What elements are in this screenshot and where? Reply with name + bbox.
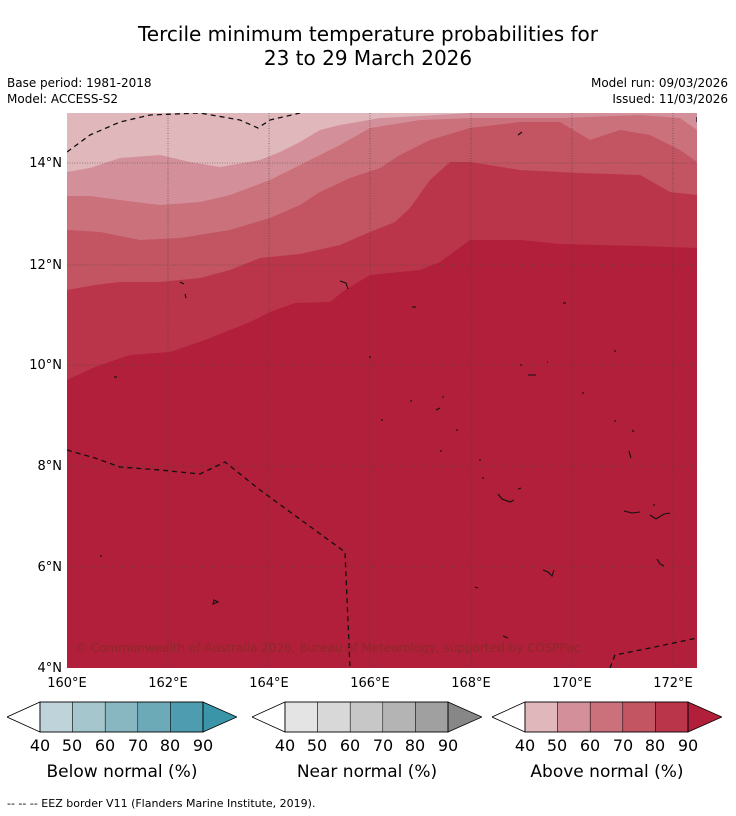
lon-label-164e: 164°E	[249, 676, 289, 691]
lon-label-170e: 170°E	[552, 676, 592, 691]
colorbar-segment	[557, 701, 591, 733]
colorbar-above-normal-ticks: 40 50 60 70 80 90	[492, 736, 722, 756]
colorbar-segment	[39, 701, 73, 733]
tick-70: 70	[612, 736, 634, 755]
colorbar-segment	[349, 701, 384, 733]
lat-label-12n: 12°N	[29, 258, 62, 273]
eez-legend-note: -- -- -- EEZ border V11 (Flanders Marine…	[7, 797, 316, 810]
probability-map: © Commonwealth of Australia 2026, Bureau…	[29, 113, 697, 691]
colorbar-near-normal-ticks: 40 50 60 70 80 90	[252, 736, 482, 756]
colorbar-frame	[39, 701, 204, 733]
colorbar-above-normal: 40 50 60 70 80 90 Above normal (%)	[492, 700, 722, 790]
colorbar-segment	[415, 701, 449, 733]
tick-40: 40	[514, 736, 536, 755]
colorbar-segment	[72, 701, 106, 733]
colorbar-below-normal-label: Below normal (%)	[46, 762, 198, 782]
tick-90: 90	[437, 736, 459, 755]
colorbar-segment	[589, 701, 624, 733]
tick-80: 80	[404, 736, 426, 755]
tick-60: 60	[579, 736, 601, 755]
colorbar-near-normal: 40 50 60 70 80 90 Near normal (%)	[252, 700, 482, 790]
colorbar-segment	[284, 701, 318, 733]
colorbar-segment	[622, 701, 656, 733]
colorbar-segment	[317, 701, 351, 733]
title-line-1: Tercile minimum temperature probabilitie…	[137, 22, 599, 46]
title-line-2: 23 to 29 March 2026	[263, 46, 473, 70]
lon-axis: 160°E 162°E 164°E 166°E 168°E 170°E 172°…	[47, 676, 693, 691]
colorbar-below-normal-scale	[7, 701, 237, 733]
colorbar-near-normal-scale	[252, 701, 482, 733]
lat-label-8n: 8°N	[38, 459, 63, 474]
issued-date: Issued: 11/03/2026	[612, 92, 728, 106]
tick-70: 70	[372, 736, 394, 755]
lat-label-10n: 10°N	[29, 358, 62, 373]
lon-label-172e: 172°E	[653, 676, 693, 691]
colorbar-segment	[137, 701, 171, 733]
lat-label-4n: 4°N	[38, 661, 63, 676]
meta-left: Base period: 1981-2018 Model: ACCESS-S2	[7, 75, 152, 107]
base-period: Base period: 1981-2018	[7, 76, 152, 90]
tick-50: 50	[546, 736, 568, 755]
lon-label-160e: 160°E	[47, 676, 87, 691]
lon-label-162e: 162°E	[148, 676, 188, 691]
tick-70: 70	[127, 736, 149, 755]
lat-axis: 14°N 12°N 10°N 8°N 6°N 4°N	[29, 156, 62, 676]
colorbar-over-arrow	[687, 701, 722, 733]
tick-80: 80	[644, 736, 666, 755]
colorbar-below-normal: 40 50 60 70 80 90 Below normal (%)	[7, 700, 237, 790]
colorbar-segment	[104, 701, 139, 733]
tick-50: 50	[61, 736, 83, 755]
colorbar-above-normal-label: Above normal (%)	[530, 762, 684, 782]
copyright-notice: © Commonwealth of Australia 2026, Bureau…	[75, 641, 580, 655]
band-40-50	[67, 113, 470, 172]
colorbar-near-normal-label: Near normal (%)	[296, 762, 438, 782]
model-run-date: Model run: 09/03/2026	[590, 76, 728, 90]
tick-40: 40	[29, 736, 51, 755]
tick-90: 90	[192, 736, 214, 755]
eez-borders	[67, 113, 697, 668]
lon-label-168e: 168°E	[451, 676, 491, 691]
meta-right: Model run: 09/03/2026 Issued: 11/03/2026	[591, 75, 728, 107]
lat-label-6n: 6°N	[38, 560, 63, 575]
tick-80: 80	[159, 736, 181, 755]
lon-label-166e: 166°E	[350, 676, 390, 691]
colorbar-segment	[170, 701, 204, 733]
colorbar-segment	[524, 701, 558, 733]
tick-40: 40	[274, 736, 296, 755]
islands	[100, 131, 671, 639]
tick-60: 60	[94, 736, 116, 755]
colorbar-below-normal-ticks: 40 50 60 70 80 90	[7, 736, 237, 756]
colorbar-frame	[524, 701, 689, 733]
colorbar-segment	[382, 701, 416, 733]
colorbar-frame	[284, 701, 449, 733]
graticule	[67, 113, 697, 668]
map-title: Tercile minimum temperature probabilitie…	[0, 22, 736, 70]
colorbar-over-arrow	[447, 701, 482, 733]
lat-label-14n: 14°N	[29, 156, 62, 171]
colorbar-above-normal-scale	[492, 701, 722, 733]
map-plot-area: © Commonwealth of Australia 2026, Bureau…	[67, 113, 697, 668]
colorbar-segment	[655, 701, 689, 733]
model-name: Model: ACCESS-S2	[7, 92, 119, 106]
colorbar-under-arrow	[492, 701, 526, 733]
tick-50: 50	[306, 736, 328, 755]
tick-60: 60	[339, 736, 361, 755]
colorbar-under-arrow	[252, 701, 286, 733]
colorbar-over-arrow	[202, 701, 237, 733]
tick-90: 90	[677, 736, 699, 755]
colorbar-under-arrow	[7, 701, 41, 733]
